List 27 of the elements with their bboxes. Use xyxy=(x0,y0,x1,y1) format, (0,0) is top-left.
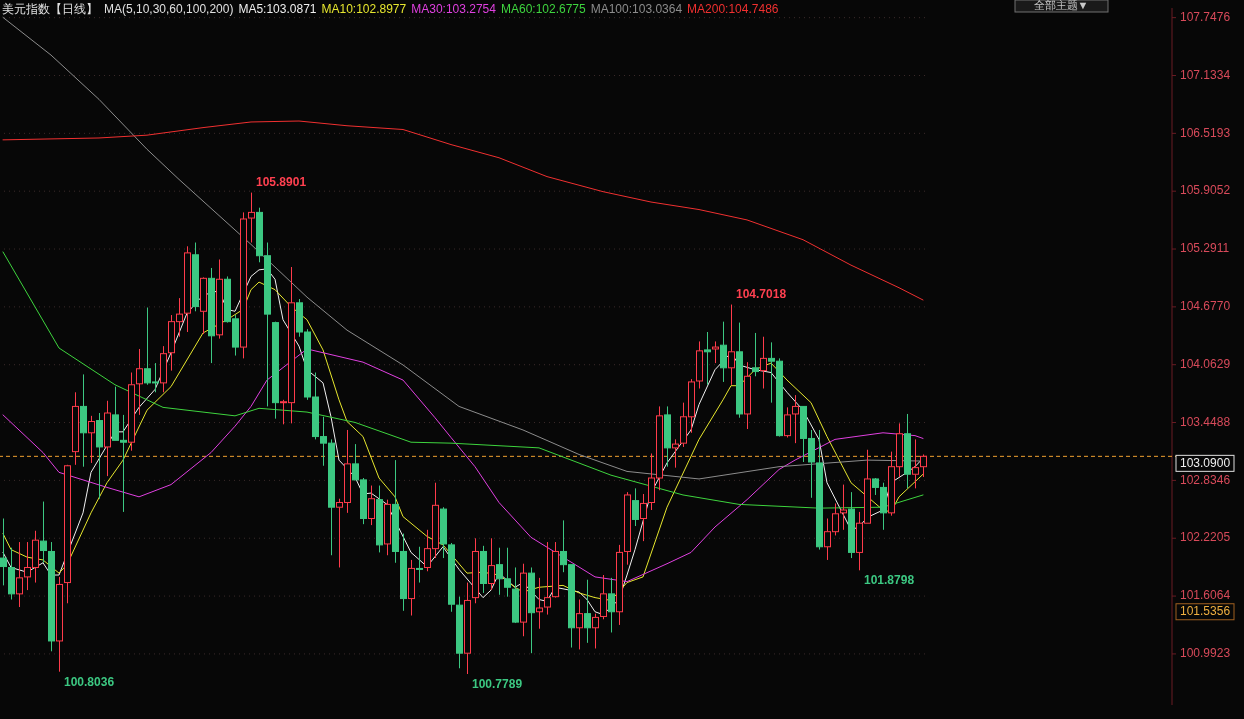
annotation: 104.7018 xyxy=(736,286,787,301)
y-tick-label: 107.7476 xyxy=(1180,9,1231,24)
text: MA200:104.7486 xyxy=(687,2,779,17)
annotation: 101.8798 xyxy=(864,573,915,588)
y-tick-label: 105.9052 xyxy=(1180,183,1231,198)
annotation: 105.8901 xyxy=(256,174,307,189)
annotation: 100.8036 xyxy=(64,674,115,689)
y-tick-label: 102.2205 xyxy=(1180,530,1231,545)
text: MA30:103.2754 xyxy=(411,2,497,17)
chart-title: 美元指数【日线】 xyxy=(2,2,98,17)
chart-subtitle: MA(5,10,30,60,100,200) xyxy=(104,2,234,17)
y-tick-label: 102.8346 xyxy=(1180,472,1231,487)
button: 全部主题▼ xyxy=(1014,0,1109,13)
annotation: 100.7789 xyxy=(472,677,523,692)
text: MA60:102.6775 xyxy=(500,2,587,17)
y-tick-label: 101.6064 xyxy=(1180,588,1231,603)
y-tick-label: 103.4488 xyxy=(1180,414,1231,429)
ref-line-label: 103.0900 xyxy=(1180,455,1231,470)
y-tick-label: 106.5193 xyxy=(1180,125,1231,140)
y-tick-label: 104.6770 xyxy=(1180,299,1231,314)
y-tick-label: 100.9923 xyxy=(1180,646,1231,661)
y-tick-label: 107.1334 xyxy=(1180,67,1231,82)
y-tick-label: 104.0629 xyxy=(1180,356,1231,371)
text: MA10:102.8977 xyxy=(321,2,407,17)
y-tick-label: 105.2911 xyxy=(1180,241,1230,256)
text: MA100:103.0364 xyxy=(590,2,683,17)
text: MA5:103.0871 xyxy=(238,2,317,17)
